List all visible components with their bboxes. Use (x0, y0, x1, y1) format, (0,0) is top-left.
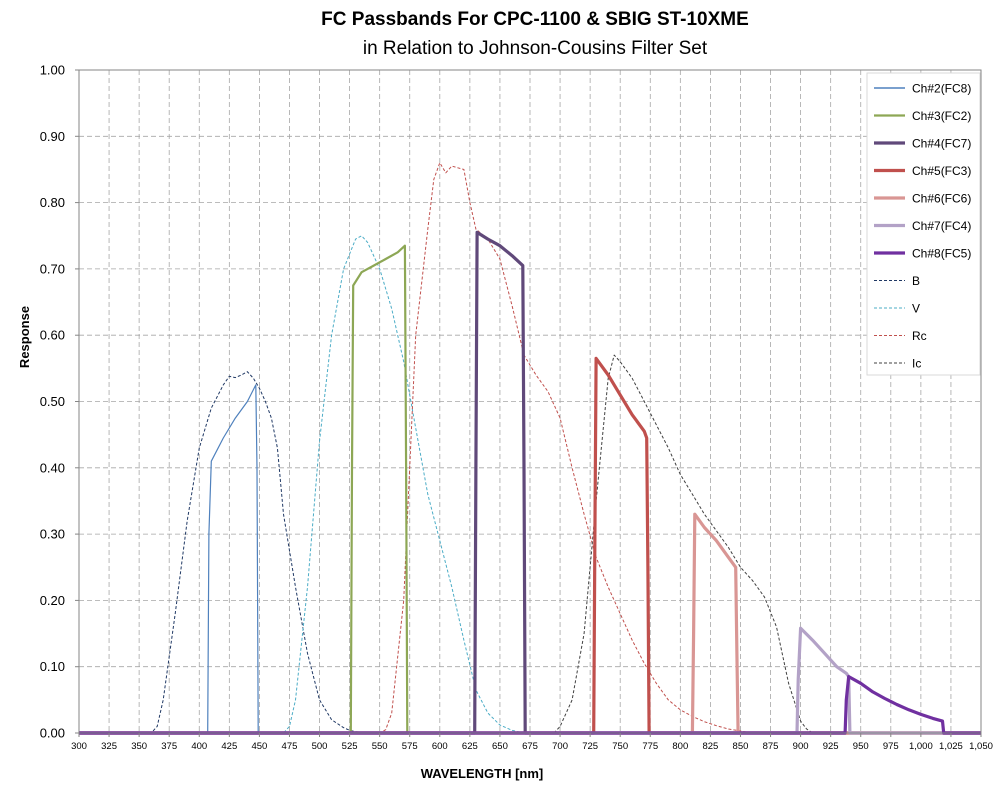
x-tick-label: 750 (612, 741, 628, 752)
x-tick-label: 400 (191, 741, 207, 752)
x-tick-label: 575 (402, 741, 418, 752)
series-line-ch-7-fc4 (79, 626, 981, 735)
x-tick-label: 1,000 (909, 741, 933, 752)
x-tick-label: 775 (642, 741, 658, 752)
y-tick-label: 0.20 (40, 593, 65, 608)
legend-label: B (912, 274, 920, 288)
legend: Ch#2(FC8) Ch#3(FC2) Ch#4(FC7) Ch#5(FC3) Ch#6… (866, 72, 981, 376)
x-axis-ticks: 300 325 350 375 400 425 450 475 500 525 550 575 600 6… (71, 733, 993, 752)
legend-label: Ch#7(FC4) (912, 219, 971, 233)
y-tick-label: 0.30 (40, 527, 65, 542)
series-line-ch-6-fc6 (79, 512, 981, 735)
series-line-ch-5-fc3 (79, 356, 981, 735)
legend-label: Ch#8(FC5) (912, 247, 971, 261)
x-tick-label: 900 (793, 741, 809, 752)
series-line-b (79, 371, 981, 734)
x-tick-label: 525 (342, 741, 358, 752)
x-tick-label: 875 (763, 741, 779, 752)
series-line-ch-2-fc8 (79, 384, 981, 734)
legend-label: Rc (912, 329, 927, 343)
y-axis-title: Response (17, 306, 32, 368)
legend-label: V (912, 302, 920, 316)
legend-label: Ch#2(FC8) (912, 82, 971, 96)
series-line-ch-3-fc2 (79, 244, 981, 735)
x-tick-label: 800 (672, 741, 688, 752)
x-tick-label: 600 (432, 741, 448, 752)
x-tick-label: 425 (221, 741, 237, 752)
y-tick-label: 0.80 (40, 195, 65, 210)
legend-label: Ch#3(FC2) (912, 109, 971, 123)
series-line-ch-8-fc5 (79, 674, 981, 735)
gridlines (79, 70, 981, 733)
x-tick-label: 650 (492, 741, 508, 752)
x-tick-label: 925 (823, 741, 839, 752)
x-tick-label: 475 (282, 741, 298, 752)
x-tick-label: 450 (251, 741, 267, 752)
series-line-ch-4-fc7 (79, 230, 981, 735)
x-tick-label: 1,025 (939, 741, 963, 752)
x-tick-label: 300 (71, 741, 87, 752)
legend-label: Ch#6(FC6) (912, 192, 971, 206)
x-tick-label: 725 (582, 741, 598, 752)
series-line-rc (79, 162, 981, 734)
x-tick-label: 375 (161, 741, 177, 752)
y-tick-label: 0.60 (40, 328, 65, 343)
y-tick-label: 0.70 (40, 261, 65, 276)
x-tick-label: 975 (883, 741, 899, 752)
legend-label: Ch#4(FC7) (912, 137, 971, 151)
x-tick-label: 325 (101, 741, 117, 752)
y-tick-label: 0.40 (40, 460, 65, 475)
x-tick-label: 950 (853, 741, 869, 752)
x-tick-label: 350 (131, 741, 147, 752)
x-tick-label: 500 (312, 741, 328, 752)
y-axis-ticks: 0.00 0.10 0.20 0.30 0.40 0.50 0.60 0.70 0.80 0.90… (40, 63, 79, 741)
x-tick-label: 675 (522, 741, 538, 752)
x-tick-label: 850 (733, 741, 749, 752)
x-tick-label: 1,050 (969, 741, 993, 752)
x-tick-label: 625 (462, 741, 478, 752)
y-tick-label: 0.50 (40, 394, 65, 409)
y-tick-label: 1.00 (40, 63, 65, 78)
x-tick-label: 550 (372, 741, 388, 752)
x-tick-label: 825 (702, 741, 718, 752)
legend-label: Ch#5(FC3) (912, 164, 971, 178)
series-line-ic (79, 354, 981, 734)
y-tick-label: 0.00 (40, 726, 65, 741)
y-tick-label: 0.90 (40, 129, 65, 144)
x-tick-label: 700 (552, 741, 568, 752)
x-axis-title: WAVELENGTH [nm] (421, 766, 544, 781)
legend-label: Ic (912, 357, 921, 371)
y-tick-label: 0.10 (40, 659, 65, 674)
series-layer (79, 162, 981, 735)
chart-title: FC Passbands For CPC-1100 & SBIG ST-10XM… (321, 9, 749, 30)
chart-subtitle: in Relation to Johnson-Cousins Filter Se… (363, 38, 708, 59)
